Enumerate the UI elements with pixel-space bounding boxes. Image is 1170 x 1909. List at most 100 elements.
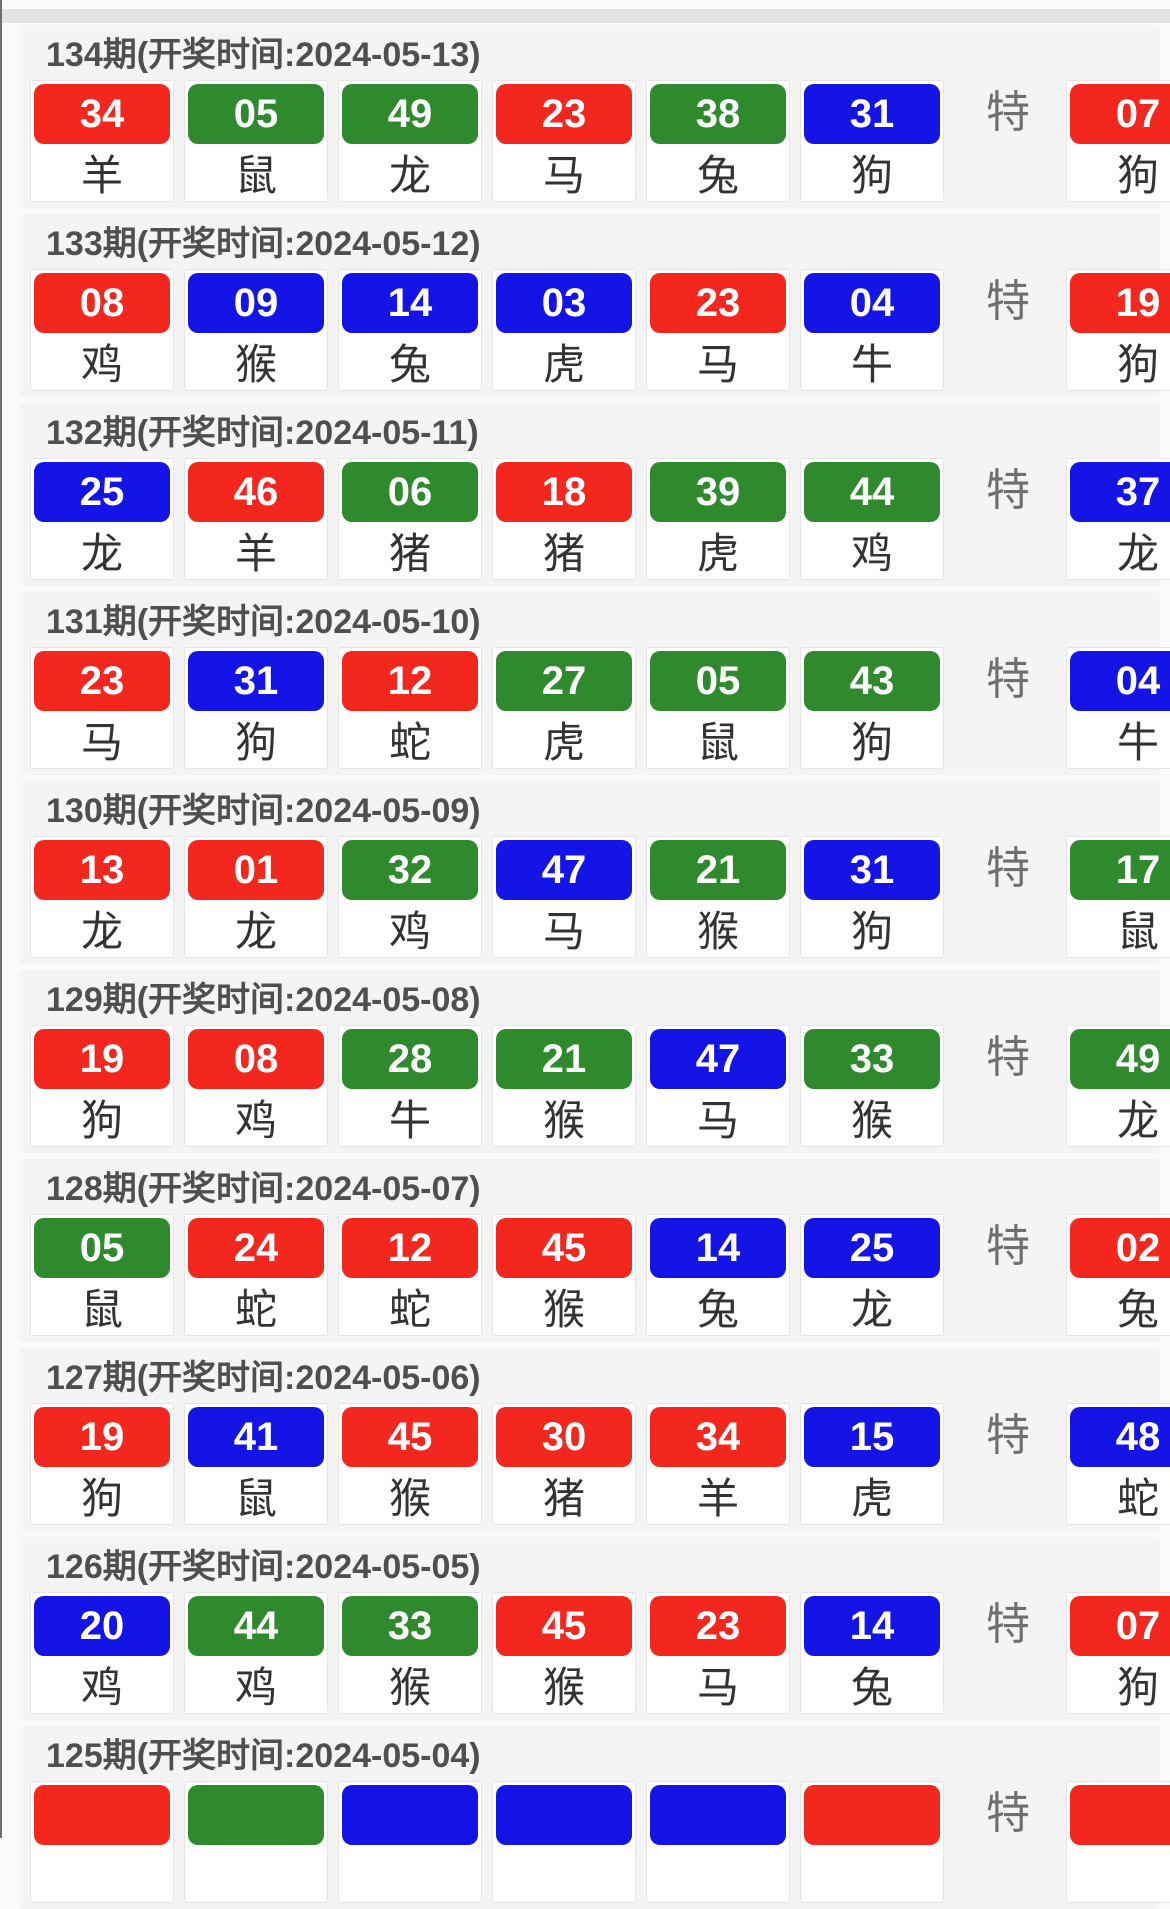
lottery-ball: 23 [34,651,170,711]
number-cell: 15 虎 [800,1403,944,1525]
special-number-cell: 49 龙 [1066,1025,1170,1147]
zodiac-label: 鸡 [80,341,123,388]
number-cell: 12 蛇 [338,647,482,769]
number-cell: 32 鸡 [338,836,482,958]
zodiac-label: 龙 [80,530,123,577]
period-block: 125期(开奖时间:2024-05-04) 特 [20,1726,1170,1909]
special-marker: 特 [986,88,1030,137]
zodiac-label: 龙 [234,908,277,955]
lottery-ball: 19 [34,1029,170,1089]
lottery-ball: 14 [650,1218,786,1278]
zodiac-label: 猴 [696,908,739,955]
number-cell: 19 狗 [30,1025,174,1147]
zodiac-label: 猴 [388,1475,431,1522]
number-cell: 23 马 [30,647,174,769]
lottery-ball: 21 [650,840,786,900]
number-cell: 03 虎 [492,269,636,391]
number-cell [184,1781,328,1903]
lottery-ball: 27 [496,651,632,711]
ball-row: 特 [30,1781,1170,1903]
lottery-results-list: 134期(开奖时间:2024-05-13) 34 羊 05 鼠 49 龙 23 … [2,23,1170,1909]
period-block: 131期(开奖时间:2024-05-10) 23 马 31 狗 12 蛇 27 … [20,592,1170,775]
number-cell: 21 猴 [646,836,790,958]
zodiac-label: 马 [542,152,585,199]
number-cell: 25 龙 [800,1214,944,1336]
number-cell: 44 鸡 [800,458,944,580]
lottery-ball: 05 [34,1218,170,1278]
lottery-ball: 48 [1070,1407,1170,1467]
zodiac-label: 鼠 [1116,908,1159,955]
zodiac-label: 猪 [388,530,431,577]
zodiac-label: 蛇 [1116,1475,1159,1522]
special-number-cell: 17 鼠 [1066,836,1170,958]
period-block: 134期(开奖时间:2024-05-13) 34 羊 05 鼠 49 龙 23 … [20,25,1170,208]
lottery-ball: 17 [1070,840,1170,900]
zodiac-label: 兔 [1116,1286,1159,1333]
lottery-ball: 33 [342,1596,478,1656]
zodiac-label: 兔 [850,1664,893,1711]
special-number-cell: 19 狗 [1066,269,1170,391]
lottery-ball: 25 [34,462,170,522]
number-cell [338,1781,482,1903]
number-cell: 47 马 [492,836,636,958]
number-cell: 13 龙 [30,836,174,958]
lottery-ball: 45 [496,1596,632,1656]
number-cell: 05 鼠 [646,647,790,769]
lottery-ball: 45 [342,1407,478,1467]
number-cell: 31 狗 [800,80,944,202]
zodiac-label: 马 [696,1664,739,1711]
special-marker: 特 [986,277,1030,326]
lottery-ball: 43 [804,651,940,711]
special-number-cell: 07 狗 [1066,1592,1170,1714]
lottery-ball: 02 [1070,1218,1170,1278]
zodiac-label: 牛 [1116,719,1159,766]
number-cell: 12 蛇 [338,1214,482,1336]
number-cell: 05 鼠 [30,1214,174,1336]
zodiac-label: 龙 [80,908,123,955]
zodiac-label: 蛇 [234,1286,277,1333]
zodiac-label: 狗 [850,908,893,955]
period-block: 132期(开奖时间:2024-05-11) 25 龙 46 羊 06 猪 18 … [20,403,1170,586]
special-number-cell: 48 蛇 [1066,1403,1170,1525]
number-cell: 33 猴 [338,1592,482,1714]
zodiac-label: 龙 [850,1286,893,1333]
period-header: 126期(开奖时间:2024-05-05) [46,1548,481,1586]
period-block: 126期(开奖时间:2024-05-05) 20 鸡 44 鸡 33 猴 45 … [20,1537,1170,1720]
lottery-ball: 34 [34,84,170,144]
zodiac-label: 猪 [542,530,585,577]
page-top-band [2,9,1170,23]
zodiac-label: 兔 [696,1286,739,1333]
number-cell: 47 马 [646,1025,790,1147]
ball-row: 34 羊 05 鼠 49 龙 23 马 38 兔 31 狗 特 07 狗 [30,80,1170,202]
ball-row: 05 鼠 24 蛇 12 蛇 45 猴 14 兔 25 龙 特 02 兔 [30,1214,1170,1336]
number-cell: 31 狗 [800,836,944,958]
lottery-ball: 38 [650,84,786,144]
number-cell: 31 狗 [184,647,328,769]
lottery-ball: 12 [342,1218,478,1278]
number-cell: 24 蛇 [184,1214,328,1336]
lottery-ball: 23 [650,273,786,333]
lottery-ball: 44 [804,462,940,522]
number-cell: 33 猴 [800,1025,944,1147]
zodiac-label: 猪 [542,1475,585,1522]
zodiac-label: 鼠 [234,1475,277,1522]
number-cell: 45 猴 [492,1592,636,1714]
zodiac-label [650,1845,786,1902]
zodiac-label: 鼠 [234,152,277,199]
number-cell: 04 牛 [800,269,944,391]
number-cell: 38 兔 [646,80,790,202]
number-cell: 34 羊 [646,1403,790,1525]
number-cell: 14 兔 [800,1592,944,1714]
zodiac-label: 龙 [1116,1097,1159,1144]
number-cell: 46 羊 [184,458,328,580]
zodiac-label: 马 [542,908,585,955]
zodiac-label: 虎 [542,341,585,388]
period-block: 128期(开奖时间:2024-05-07) 05 鼠 24 蛇 12 蛇 45 … [20,1159,1170,1342]
ball-row: 25 龙 46 羊 06 猪 18 猪 39 虎 44 鸡 特 37 龙 [30,458,1170,580]
number-cell: 25 龙 [30,458,174,580]
lottery-ball: 47 [496,840,632,900]
ball-row: 19 狗 41 鼠 45 猴 30 猪 34 羊 15 虎 特 48 蛇 [30,1403,1170,1525]
lottery-ball: 41 [188,1407,324,1467]
zodiac-label: 鼠 [80,1286,123,1333]
ball-row: 08 鸡 09 猴 14 兔 03 虎 23 马 04 牛 特 19 狗 [30,269,1170,391]
